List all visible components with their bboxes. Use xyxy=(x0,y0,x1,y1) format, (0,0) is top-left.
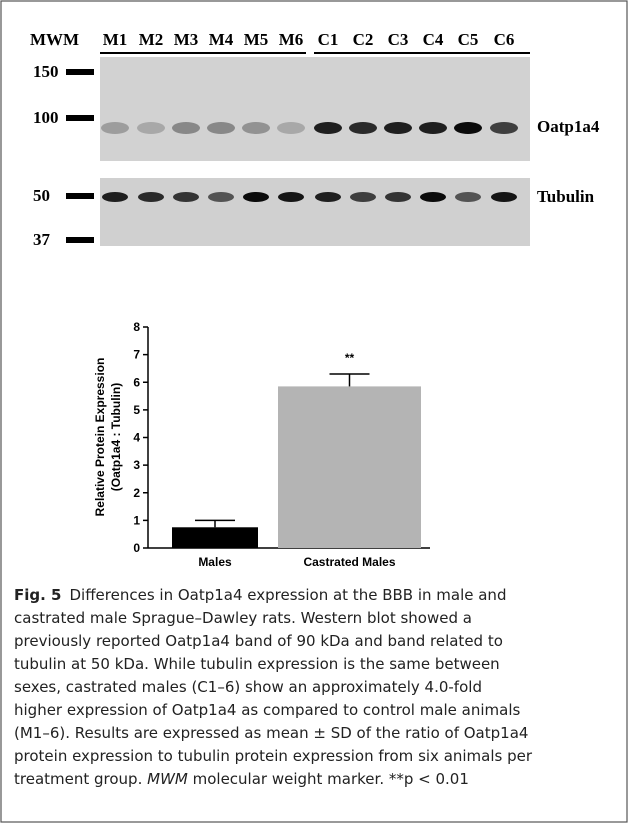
caption: castrated male Sprague–Dawley rats. West… xyxy=(14,609,533,765)
marker-label: 50 xyxy=(33,186,50,205)
band xyxy=(419,122,447,134)
marker-band xyxy=(66,115,94,121)
band xyxy=(173,192,199,202)
lane-label: C3 xyxy=(388,30,409,49)
band xyxy=(101,122,129,134)
figure: MWM Oatp1a4 Tubulin 0 1 2 3 4 5 6 7 8 Relative Pr… xyxy=(0,0,629,824)
y-tick-label: 1 xyxy=(133,513,140,527)
caption-line: sexes, castrated males (C1–6) show an ap… xyxy=(14,678,482,696)
band xyxy=(384,122,412,134)
band xyxy=(385,192,411,202)
caption-text: treatment group. xyxy=(14,770,147,788)
lane-label: M3 xyxy=(174,30,199,49)
band xyxy=(454,122,482,134)
y-tick-label: 0 xyxy=(133,541,140,555)
blot-oatp1a4 xyxy=(100,57,530,161)
band xyxy=(102,192,128,202)
band xyxy=(315,192,341,202)
caption-line: higher expression of Oatp1a4 as compared… xyxy=(14,701,520,719)
caption-text: molecular weight marker. **p < 0.01 xyxy=(188,770,469,788)
band xyxy=(138,192,164,202)
lane-label: C6 xyxy=(494,30,515,49)
blot-tubulin xyxy=(100,178,530,246)
band xyxy=(172,122,200,134)
band-label: Tubulin xyxy=(537,187,595,206)
y-tick-label: 8 xyxy=(133,320,140,334)
y-axis-label: (Oatp1a4 : Tubulin) xyxy=(109,383,123,491)
caption-line: Fig. 5 Differences in Oatp1a4 expression … xyxy=(14,586,506,604)
caption-text: Differences in Oatp1a4 expression at the… xyxy=(69,586,506,604)
bar xyxy=(172,527,258,548)
marker-label: 100 xyxy=(33,108,59,127)
y-tick-label: 3 xyxy=(133,458,140,472)
band xyxy=(208,192,234,202)
lane-label: M6 xyxy=(279,30,304,49)
marker-label: 150 xyxy=(33,62,59,81)
annotation: ** xyxy=(345,351,355,365)
band xyxy=(455,192,481,202)
y-axis-label: Relative Protein Expression xyxy=(93,358,107,517)
lane-label: M5 xyxy=(244,30,269,49)
x-tick-label: Castrated Males xyxy=(303,555,395,569)
band xyxy=(490,122,518,134)
lane-label: C2 xyxy=(353,30,374,49)
marker-band xyxy=(66,193,94,199)
y-tick-label: 7 xyxy=(133,348,140,362)
x-tick-label: Males xyxy=(198,555,232,569)
marker-label: 37 xyxy=(33,230,51,249)
caption-label: Fig. 5 xyxy=(14,586,61,604)
marker-band xyxy=(66,69,94,75)
lane-label: C1 xyxy=(318,30,339,49)
caption-line: previously reported Oatp1a4 band of 90 k… xyxy=(14,632,503,650)
band xyxy=(314,122,342,134)
band xyxy=(350,192,376,202)
caption-line: tubulin at 50 kDa. While tubulin express… xyxy=(14,655,500,673)
band xyxy=(243,192,269,202)
band xyxy=(242,122,270,134)
lane-label: M2 xyxy=(139,30,164,49)
marker-header: MWM xyxy=(30,30,79,49)
bar xyxy=(278,386,421,548)
lane-label: C5 xyxy=(458,30,479,49)
caption-line: (M1–6). Results are expressed as mean ± … xyxy=(14,724,528,742)
band xyxy=(207,122,235,134)
band xyxy=(491,192,517,202)
lane-label: M1 xyxy=(103,30,128,49)
y-tick-label: 2 xyxy=(133,486,140,500)
caption-line: protein expression to tubulin protein ex… xyxy=(14,747,533,765)
band xyxy=(278,192,304,202)
band xyxy=(420,192,446,202)
band xyxy=(137,122,165,134)
band-label: Oatp1a4 xyxy=(537,117,600,136)
y-tick-label: 4 xyxy=(133,431,140,445)
caption-line: treatment group. MWM molecular weight ma… xyxy=(14,770,469,788)
y-tick-label: 6 xyxy=(133,375,140,389)
marker-band xyxy=(66,237,94,243)
band xyxy=(277,122,305,134)
caption-text: MWM xyxy=(147,770,188,788)
caption-line: castrated male Sprague–Dawley rats. West… xyxy=(14,609,472,627)
band xyxy=(349,122,377,134)
lane-label: M4 xyxy=(209,30,234,49)
lane-label: C4 xyxy=(423,30,444,49)
bar-chart: 0 1 2 3 4 5 6 7 8 Relative Protein Expression(Oat… xyxy=(93,320,430,569)
y-tick-label: 5 xyxy=(133,403,140,417)
